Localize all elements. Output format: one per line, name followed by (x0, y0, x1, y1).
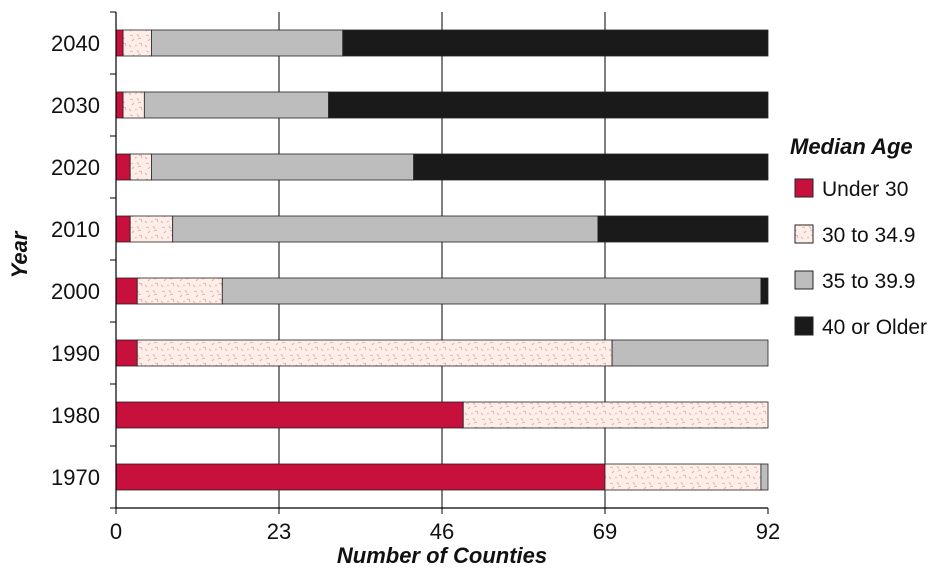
bar-segment (760, 277, 769, 305)
legend-swatch (794, 316, 814, 336)
bar-segment (760, 463, 769, 491)
bar-segment (342, 29, 769, 57)
y-tick-label: 2030 (51, 93, 100, 118)
bar-segment (597, 215, 769, 243)
bar-segment (115, 277, 138, 305)
bar-segment (129, 153, 152, 181)
x-tick-label: 92 (756, 519, 780, 544)
legend-label: Under 30 (822, 178, 908, 201)
legend-label: 30 to 34.9 (822, 224, 915, 247)
bar-segment (136, 339, 613, 367)
bar-segment (151, 29, 344, 57)
bars (115, 29, 769, 491)
bar-segment (611, 339, 769, 367)
y-axis-title: Year (7, 230, 32, 278)
x-axis-title: Number of Counties (337, 543, 547, 568)
bar-segment (115, 339, 138, 367)
bar-segment (122, 91, 145, 119)
bar-segment (115, 401, 464, 429)
bar-segment (413, 153, 769, 181)
bar-segment (129, 215, 174, 243)
y-tick-label: 1990 (51, 341, 100, 366)
legend-swatch (794, 178, 814, 198)
bar-segment (462, 401, 769, 429)
bar-segment (143, 91, 330, 119)
y-tick-label: 1970 (51, 465, 100, 490)
x-tick-label: 46 (430, 519, 454, 544)
x-tick-label: 69 (593, 519, 617, 544)
legend-label: 40 or Older (822, 316, 927, 339)
bar-segment (604, 463, 762, 491)
bar-segment (122, 29, 152, 57)
x-tick-label: 0 (110, 519, 122, 544)
bar-segment (115, 153, 131, 181)
bar-segment (151, 153, 415, 181)
x-tick-label: 23 (267, 519, 291, 544)
legend-swatch (794, 224, 814, 244)
y-tick-label: 1980 (51, 403, 100, 428)
bar-segment (115, 91, 124, 119)
axes: 0 23 46 69 92 1970 1980 1990 2000 2010 2020 2030 204… (51, 11, 780, 544)
legend-label: 35 to 39.9 (822, 270, 915, 293)
bar-segment (115, 29, 124, 57)
legend: Median Age Under 30 30 to 34.9 35 to 39.9 4… (790, 134, 927, 339)
bar-segment (115, 463, 606, 491)
bar-segment (136, 277, 223, 305)
gridlines (278, 12, 606, 508)
y-tick-label: 2010 (51, 217, 100, 242)
bar-segment (172, 215, 599, 243)
legend-swatch (794, 270, 814, 290)
bar-segment (221, 277, 762, 305)
legend-title: Median Age (790, 134, 913, 159)
bar-segment (115, 215, 131, 243)
y-tick-label: 2040 (51, 31, 100, 56)
bar-segment (328, 91, 769, 119)
y-tick-label: 2000 (51, 279, 100, 304)
y-tick-label: 2020 (51, 155, 100, 180)
